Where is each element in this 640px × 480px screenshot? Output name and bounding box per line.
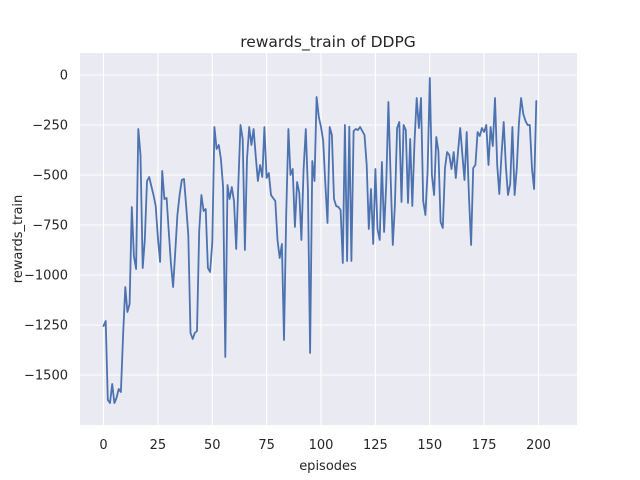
x-tick-label: 200 bbox=[526, 438, 551, 453]
x-axis-label: episodes bbox=[299, 459, 357, 474]
x-tick-label: 25 bbox=[150, 438, 167, 453]
series-layer bbox=[102, 77, 538, 404]
y-tick-labels: 0 −250 −500 −750 −1000 −1250 −1500 bbox=[24, 69, 68, 384]
x-tick-label: 150 bbox=[417, 438, 442, 453]
y-tick-label: −250 bbox=[32, 119, 68, 134]
y-tick-label: −750 bbox=[32, 219, 68, 234]
y-tick-label: −500 bbox=[32, 169, 68, 184]
x-tick-label: 50 bbox=[204, 438, 221, 453]
plot-area bbox=[80, 53, 577, 425]
x-tick-label: 0 bbox=[99, 438, 107, 453]
x-tick-label: 175 bbox=[472, 438, 497, 453]
x-tick-label: 125 bbox=[363, 438, 388, 453]
y-tick-label: −1500 bbox=[24, 369, 68, 384]
x-tick-label: 100 bbox=[309, 438, 334, 453]
x-tick-labels: 0 25 50 75 100 125 150 175 200 bbox=[99, 438, 551, 453]
data-line-rewards_train bbox=[102, 77, 538, 404]
y-tick-label: 0 bbox=[60, 69, 68, 84]
x-tick-label: 75 bbox=[258, 438, 275, 453]
y-tick-label: −1000 bbox=[24, 269, 68, 284]
y-axis-label: rewards_train bbox=[11, 195, 26, 284]
y-tick-label: −1250 bbox=[24, 319, 68, 334]
chart-title: rewards_train of DDPG bbox=[240, 33, 416, 52]
